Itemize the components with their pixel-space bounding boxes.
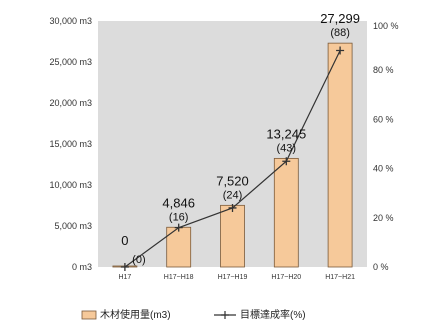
line-point: [282, 157, 291, 166]
legend-bar-label: 木材使用量(m3): [100, 308, 171, 321]
line-point: [336, 46, 345, 55]
right-axis-tick-label: 100 %: [373, 21, 399, 31]
right-axis-tick-label: 80 %: [373, 65, 394, 75]
right-axis-tick-label: 60 %: [373, 114, 394, 124]
line-point: [174, 223, 183, 232]
category-tick-label: H17~H19: [218, 274, 248, 281]
legend-bar-swatch: [81, 310, 97, 320]
bar: [273, 157, 299, 268]
rate-value-label: (24): [223, 189, 243, 201]
bar-value-label: 4,846: [162, 195, 195, 210]
legend: 木材使用量(m3) 目標達成率(%): [81, 308, 306, 321]
category-tick-label: H17~H21: [325, 274, 355, 281]
left-axis-tick-label: 0 m3: [72, 262, 92, 272]
rate-value-label: (16): [169, 211, 189, 223]
x-axis: H17 H17~H18 H17~H19 H17~H20 H17~H21: [118, 274, 355, 281]
left-axis-tick-label: 5,000 m3: [54, 221, 92, 231]
line-point: [228, 203, 237, 212]
bar-value-label: 13,245: [266, 126, 306, 141]
category-tick-label: H17~H20: [271, 274, 301, 281]
left-axis: 0 m3 5,000 m3 10,000 m3 15,000 m3 20,000 m3 2…: [49, 16, 92, 272]
bar-value-label: 7,520: [216, 173, 249, 188]
rate-value-label: (88): [330, 27, 350, 39]
right-axis-tick-label: 0 %: [373, 262, 389, 272]
left-axis-tick-label: 10,000 m3: [49, 180, 92, 190]
rate-value-label: (0): [132, 254, 145, 266]
bar-series: [112, 42, 353, 268]
right-axis-tick-label: 40 %: [373, 164, 394, 174]
right-axis-tick-label: 20 %: [373, 213, 394, 223]
rate-value-label: (43): [277, 142, 297, 154]
line-series: [120, 46, 345, 271]
bar-value-label: 0: [121, 233, 128, 248]
bar-value-label: 27,299: [320, 11, 360, 26]
bar: [220, 204, 245, 268]
right-axis: 0 % 20 % 40 % 60 % 80 % 100 %: [373, 21, 399, 272]
category-tick-label: H17: [118, 274, 131, 281]
category-tick-label: H17~H18: [164, 274, 194, 281]
bar: [327, 42, 353, 268]
legend-line-marker: [221, 311, 229, 319]
left-axis-tick-label: 15,000 m3: [49, 139, 92, 149]
line-point: [120, 263, 129, 271]
left-axis-tick-label: 30,000 m3: [49, 16, 92, 26]
left-axis-tick-label: 20,000 m3: [49, 98, 92, 108]
left-axis-tick-label: 25,000 m3: [49, 57, 92, 67]
legend-line-label: 目標達成率(%): [240, 308, 306, 321]
data-labels: 0 (0) 4,846(16) 7,520(24) 13,245(43) 27,299(8…: [121, 11, 360, 266]
